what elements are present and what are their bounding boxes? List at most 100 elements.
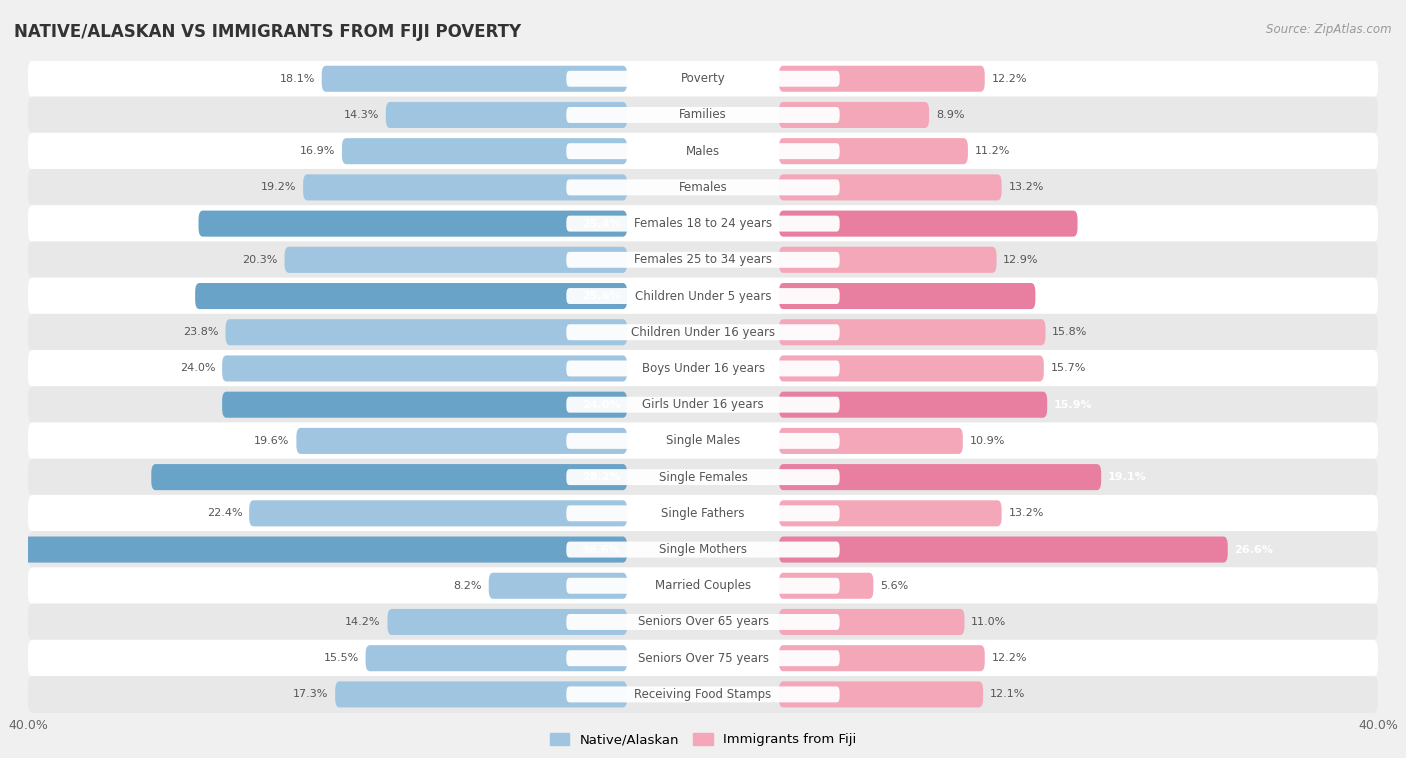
Text: 15.9%: 15.9% xyxy=(1054,399,1092,409)
FancyBboxPatch shape xyxy=(567,361,839,377)
Text: Females 25 to 34 years: Females 25 to 34 years xyxy=(634,253,772,266)
Text: 18.1%: 18.1% xyxy=(280,74,315,83)
Text: 12.2%: 12.2% xyxy=(991,74,1026,83)
FancyBboxPatch shape xyxy=(304,174,627,200)
FancyBboxPatch shape xyxy=(567,324,839,340)
Text: Seniors Over 65 years: Seniors Over 65 years xyxy=(637,615,769,628)
FancyBboxPatch shape xyxy=(567,433,839,449)
Text: 15.7%: 15.7% xyxy=(1050,364,1085,374)
FancyBboxPatch shape xyxy=(567,180,839,196)
FancyBboxPatch shape xyxy=(779,681,983,707)
FancyBboxPatch shape xyxy=(28,277,1378,315)
FancyBboxPatch shape xyxy=(567,143,839,159)
Text: 12.1%: 12.1% xyxy=(990,690,1025,700)
FancyBboxPatch shape xyxy=(385,102,627,128)
Text: Single Fathers: Single Fathers xyxy=(661,507,745,520)
Text: 8.2%: 8.2% xyxy=(454,581,482,590)
Text: Single Mothers: Single Mothers xyxy=(659,543,747,556)
FancyBboxPatch shape xyxy=(779,102,929,128)
FancyBboxPatch shape xyxy=(28,603,1378,641)
FancyBboxPatch shape xyxy=(28,169,1378,206)
Text: 15.2%: 15.2% xyxy=(1042,291,1081,301)
FancyBboxPatch shape xyxy=(567,506,839,522)
FancyBboxPatch shape xyxy=(388,609,627,635)
FancyBboxPatch shape xyxy=(567,469,839,485)
Text: 17.7%: 17.7% xyxy=(1084,218,1123,229)
FancyBboxPatch shape xyxy=(28,459,1378,496)
Text: Females 18 to 24 years: Females 18 to 24 years xyxy=(634,217,772,230)
FancyBboxPatch shape xyxy=(28,676,1378,713)
Text: 11.0%: 11.0% xyxy=(972,617,1007,627)
Text: Children Under 5 years: Children Under 5 years xyxy=(634,290,772,302)
FancyBboxPatch shape xyxy=(779,645,984,672)
Text: Poverty: Poverty xyxy=(681,72,725,85)
FancyBboxPatch shape xyxy=(489,573,627,599)
FancyBboxPatch shape xyxy=(28,387,1378,423)
Text: 25.4%: 25.4% xyxy=(582,218,620,229)
FancyBboxPatch shape xyxy=(28,350,1378,387)
FancyBboxPatch shape xyxy=(28,640,1378,677)
Text: 11.2%: 11.2% xyxy=(974,146,1010,156)
Text: NATIVE/ALASKAN VS IMMIGRANTS FROM FIJI POVERTY: NATIVE/ALASKAN VS IMMIGRANTS FROM FIJI P… xyxy=(14,23,522,41)
FancyBboxPatch shape xyxy=(567,541,839,558)
Text: 14.3%: 14.3% xyxy=(343,110,380,120)
Text: Seniors Over 75 years: Seniors Over 75 years xyxy=(637,652,769,665)
FancyBboxPatch shape xyxy=(342,138,627,164)
Text: 15.8%: 15.8% xyxy=(1052,327,1088,337)
FancyBboxPatch shape xyxy=(779,428,963,454)
FancyBboxPatch shape xyxy=(225,319,627,346)
Text: Boys Under 16 years: Boys Under 16 years xyxy=(641,362,765,375)
Text: 26.6%: 26.6% xyxy=(1234,544,1274,555)
FancyBboxPatch shape xyxy=(284,247,627,273)
FancyBboxPatch shape xyxy=(779,537,1227,562)
FancyBboxPatch shape xyxy=(779,392,1047,418)
FancyBboxPatch shape xyxy=(567,288,839,304)
FancyBboxPatch shape xyxy=(28,96,1378,133)
FancyBboxPatch shape xyxy=(222,392,627,418)
Text: 24.0%: 24.0% xyxy=(582,399,620,409)
Text: 16.9%: 16.9% xyxy=(299,146,335,156)
FancyBboxPatch shape xyxy=(222,356,627,381)
Text: 24.0%: 24.0% xyxy=(180,364,215,374)
Text: 14.2%: 14.2% xyxy=(346,617,381,627)
Text: 22.4%: 22.4% xyxy=(207,509,242,518)
FancyBboxPatch shape xyxy=(779,609,965,635)
Text: Single Males: Single Males xyxy=(666,434,740,447)
Text: 23.8%: 23.8% xyxy=(183,327,219,337)
FancyBboxPatch shape xyxy=(779,138,967,164)
Text: Married Couples: Married Couples xyxy=(655,579,751,592)
FancyBboxPatch shape xyxy=(28,314,1378,351)
FancyBboxPatch shape xyxy=(28,567,1378,604)
FancyBboxPatch shape xyxy=(779,573,873,599)
FancyBboxPatch shape xyxy=(779,500,1001,526)
FancyBboxPatch shape xyxy=(567,252,839,268)
FancyBboxPatch shape xyxy=(567,650,839,666)
FancyBboxPatch shape xyxy=(779,319,1046,346)
FancyBboxPatch shape xyxy=(779,283,1035,309)
FancyBboxPatch shape xyxy=(779,211,1077,236)
Text: 8.9%: 8.9% xyxy=(936,110,965,120)
FancyBboxPatch shape xyxy=(567,578,839,594)
FancyBboxPatch shape xyxy=(366,645,627,672)
FancyBboxPatch shape xyxy=(779,247,997,273)
Text: Single Females: Single Females xyxy=(658,471,748,484)
Text: 19.2%: 19.2% xyxy=(262,183,297,193)
Text: 25.6%: 25.6% xyxy=(582,291,620,301)
FancyBboxPatch shape xyxy=(28,205,1378,242)
FancyBboxPatch shape xyxy=(567,107,839,123)
FancyBboxPatch shape xyxy=(249,500,627,526)
Text: Receiving Food Stamps: Receiving Food Stamps xyxy=(634,688,772,701)
FancyBboxPatch shape xyxy=(322,66,627,92)
Text: 36.6%: 36.6% xyxy=(582,544,620,555)
Text: 20.3%: 20.3% xyxy=(242,255,278,265)
FancyBboxPatch shape xyxy=(28,422,1378,459)
Text: 13.2%: 13.2% xyxy=(1008,183,1043,193)
FancyBboxPatch shape xyxy=(198,211,627,236)
FancyBboxPatch shape xyxy=(335,681,627,707)
FancyBboxPatch shape xyxy=(28,241,1378,278)
Text: 12.9%: 12.9% xyxy=(1004,255,1039,265)
Text: 19.6%: 19.6% xyxy=(254,436,290,446)
FancyBboxPatch shape xyxy=(28,133,1378,170)
FancyBboxPatch shape xyxy=(779,66,984,92)
FancyBboxPatch shape xyxy=(195,283,627,309)
